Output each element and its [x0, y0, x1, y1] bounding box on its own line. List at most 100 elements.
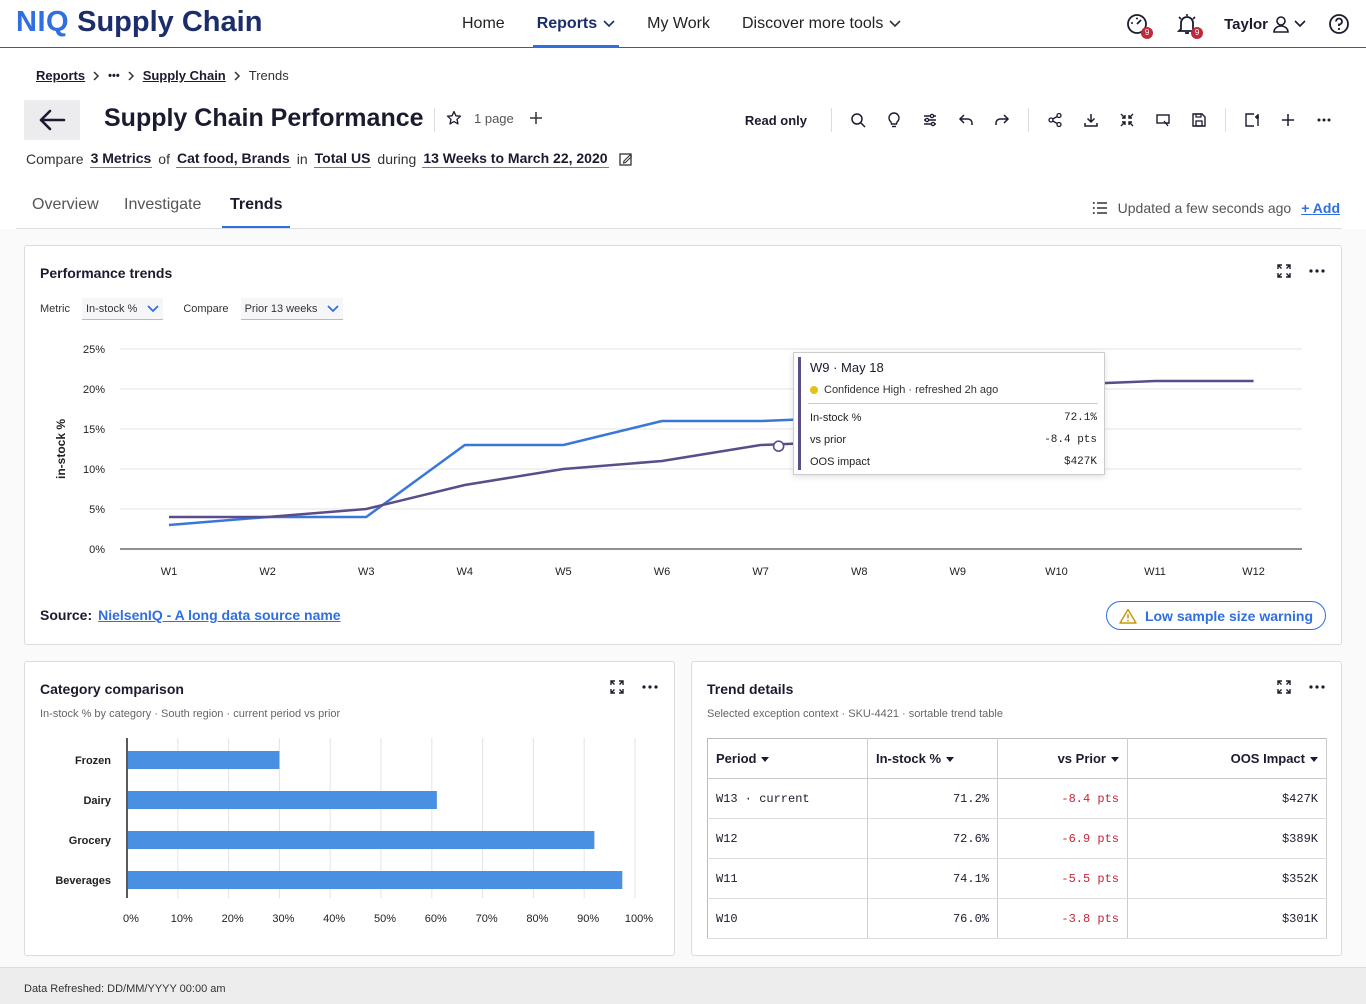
more-horizontal-icon[interactable] [1309, 684, 1325, 690]
list-icon[interactable] [1092, 201, 1108, 215]
period-selector[interactable]: 13 Weeks to March 22, 2020 [422, 150, 609, 168]
breadcrumb: Reports ••• Supply Chain Trends [36, 68, 289, 83]
cell-period: W12 [707, 818, 868, 859]
y-tick-label: 0% [89, 544, 105, 556]
bar-grocery[interactable] [128, 831, 595, 849]
add-note-button[interactable] [1234, 106, 1270, 134]
market-selector[interactable]: Total US [313, 150, 372, 168]
breadcrumb-supply-chain[interactable]: Supply Chain [142, 68, 226, 83]
of-label: of [158, 151, 170, 167]
metric-dropdown[interactable]: In-stock % [81, 298, 164, 320]
column-header-oos-impact[interactable]: OOS Impact [1127, 738, 1327, 779]
x-tick-label: W10 [1045, 566, 1068, 578]
chart-selectors: Metric In-stock % Compare Prior 13 weeks [40, 298, 363, 320]
table-row[interactable]: W11 74.1% -5.5 pts $352K [707, 858, 1327, 899]
tab-overview[interactable]: Overview [32, 196, 99, 213]
present-button[interactable] [1145, 106, 1181, 134]
notifications-button[interactable]: 9 [1174, 11, 1204, 39]
series-line-current[interactable] [168, 415, 860, 527]
expand-icon[interactable] [1277, 680, 1291, 694]
user-name: Taylor [1224, 15, 1268, 33]
cell-oos-impact: $352K [1127, 858, 1327, 899]
nav-reports[interactable]: Reports [521, 0, 631, 48]
collapse-button[interactable] [1109, 106, 1145, 134]
star-icon[interactable] [446, 110, 462, 126]
brand-logo[interactable]: NIQ Supply Chain [16, 6, 262, 39]
series-line-prior[interactable] [169, 439, 860, 519]
add-frame-icon [1245, 113, 1259, 127]
tab-investigate[interactable]: Investigate [124, 196, 202, 213]
redo-button[interactable] [984, 106, 1020, 134]
compare-dropdown[interactable]: Prior 13 weeks [240, 298, 344, 320]
tooltip-title: W9 · May 18 [810, 360, 884, 375]
tab-trends[interactable]: Trends [222, 188, 291, 228]
tooltip-row: vs prior -8.4 pts [810, 434, 1097, 446]
x-tick-label: W2 [259, 566, 276, 578]
x-tick-label: 10% [171, 913, 193, 925]
nav-home[interactable]: Home [446, 0, 521, 48]
table-row[interactable]: W13 · current 71.2% -8.4 pts $427K [707, 778, 1327, 819]
add-page-icon[interactable] [528, 110, 544, 126]
help-button[interactable] [1326, 11, 1352, 37]
y-tick-label: 20% [83, 384, 105, 396]
breadcrumb-reports[interactable]: Reports [36, 68, 86, 83]
card-title: Category comparison [40, 681, 184, 697]
more-horizontal-icon[interactable] [1309, 268, 1325, 274]
source-link[interactable]: NielsenIQ - A long data source name [98, 607, 341, 623]
column-header-label: In-stock % [876, 751, 942, 766]
bar-frozen[interactable] [128, 751, 280, 769]
share-button[interactable] [1037, 106, 1073, 134]
update-status: Updated a few seconds ago + Add [1092, 200, 1340, 216]
expand-icon[interactable] [610, 680, 624, 694]
add-link[interactable]: + Add [1301, 200, 1340, 216]
bar-beverages[interactable] [128, 871, 623, 889]
table-row[interactable]: W10 76.0% -3.8 pts $301K [707, 898, 1327, 939]
filters-button[interactable] [912, 106, 948, 134]
undo-button[interactable] [948, 106, 984, 134]
user-menu[interactable]: Taylor [1224, 15, 1306, 33]
compare-summary: Compare 3 Metrics of Cat food, Brands in… [26, 150, 633, 168]
more-options-button[interactable] [1306, 106, 1342, 134]
edit-icon[interactable] [618, 152, 633, 166]
tooltip-row-value: $427K [1063, 456, 1097, 468]
nav-right: 9 9 Taylor [1124, 0, 1352, 48]
download-button[interactable] [1073, 106, 1109, 134]
breadcrumb-ellipsis[interactable]: ••• [108, 69, 120, 82]
bar-dairy[interactable] [128, 791, 437, 809]
table-row[interactable]: W12 72.6% -6.9 pts $389K [707, 818, 1327, 859]
during-label: during [377, 151, 417, 167]
x-tick-label: 80% [526, 913, 548, 925]
nav-my-work[interactable]: My Work [631, 0, 726, 48]
column-header-in-stock[interactable]: In-stock % [867, 738, 998, 779]
presentation-icon [1156, 114, 1170, 127]
lightbulb-icon [888, 112, 900, 128]
more-horizontal-icon[interactable] [642, 684, 658, 690]
back-button[interactable] [24, 100, 80, 140]
trend-table: Period In-stock % vs Prior OOS Impact W1… [707, 738, 1327, 939]
dashboard-alerts-button[interactable]: 9 [1124, 11, 1154, 39]
expand-icon[interactable] [1277, 264, 1291, 278]
updated-text: Updated a few seconds ago [1117, 200, 1292, 216]
cell-vs-prior: -6.9 pts [997, 818, 1128, 859]
nav-discover[interactable]: Discover more tools [726, 0, 917, 48]
nav-discover-label: Discover more tools [741, 15, 884, 32]
x-tick-label: 20% [222, 913, 244, 925]
low-sample-warning-button[interactable]: Low sample size warning [1105, 601, 1326, 630]
search-button[interactable] [840, 106, 876, 134]
footer-bar: Data Refreshed: DD/MM/YYYY 00:00 am [0, 967, 1366, 1004]
save-button[interactable] [1181, 106, 1217, 134]
y-axis-label: in-stock % [54, 419, 68, 479]
column-header-period[interactable]: Period [707, 738, 868, 779]
x-tick-label: W12 [1242, 566, 1265, 578]
hover-point-marker[interactable] [772, 440, 785, 452]
insights-button[interactable] [876, 106, 912, 134]
chevron-down-icon [603, 20, 615, 28]
column-header-vs-prior[interactable]: vs Prior [997, 738, 1128, 779]
x-tick-label: W11 [1144, 566, 1166, 578]
metrics-selector[interactable]: 3 Metrics [89, 150, 153, 168]
report-tabs: Overview Investigate Trends Updated a fe… [16, 188, 1342, 229]
add-button[interactable] [1270, 106, 1306, 134]
page-title: Supply Chain Performance [104, 104, 424, 132]
products-selector[interactable]: Cat food, Brands [175, 150, 291, 168]
card-actions [1277, 264, 1325, 278]
